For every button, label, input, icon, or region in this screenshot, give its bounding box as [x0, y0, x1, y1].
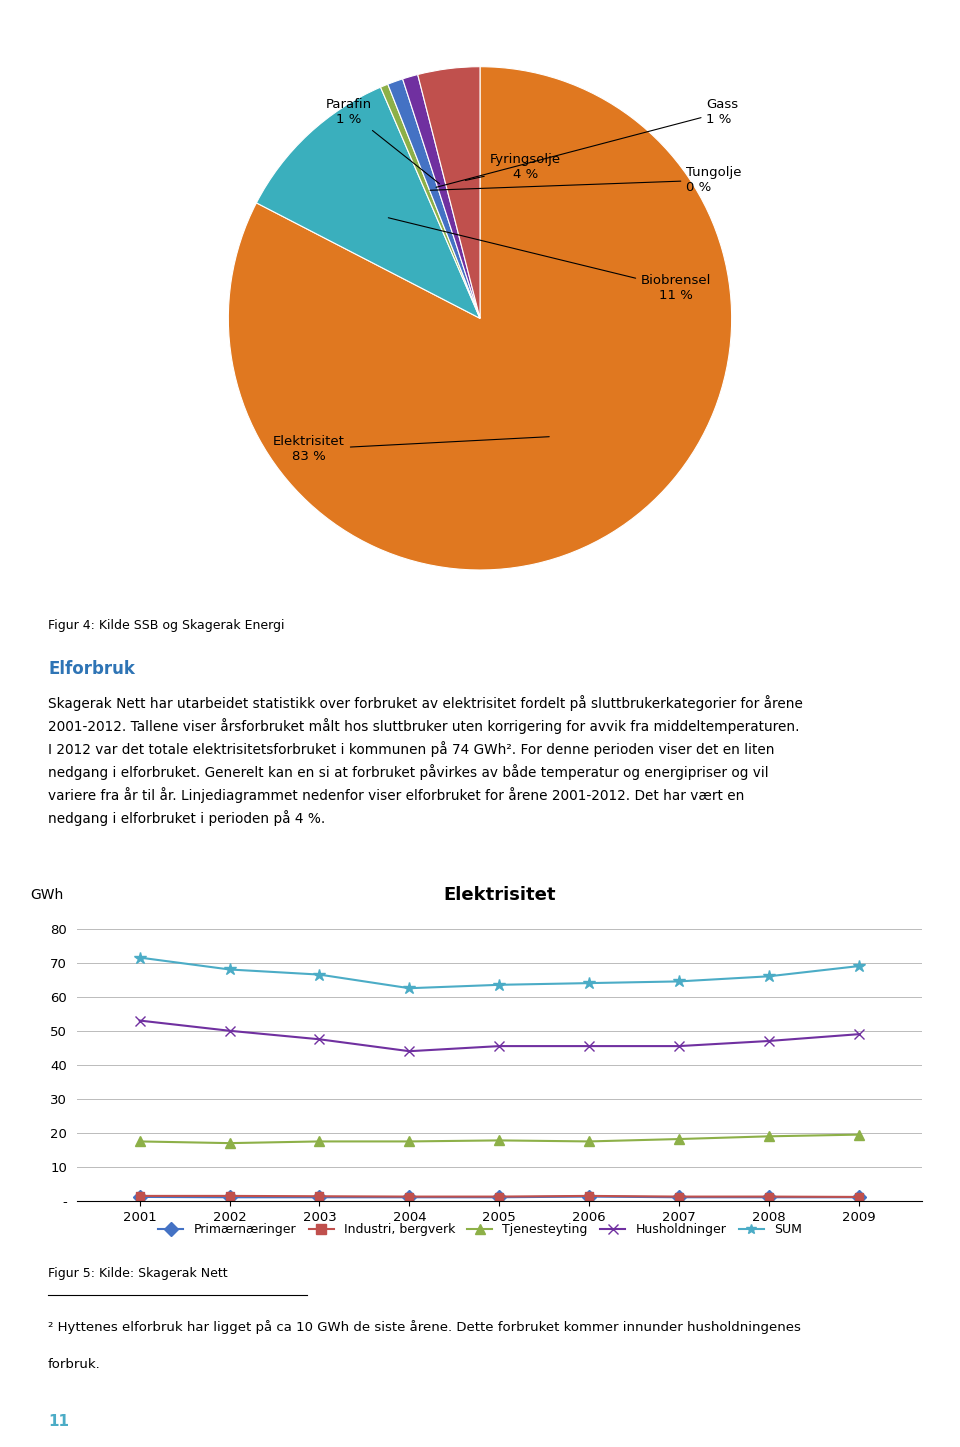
Line: Primærnæringer: Primærnæringer	[134, 1192, 864, 1202]
Tjenesteyting	[673, 1130, 684, 1147]
Husholdninger	[763, 1032, 775, 1049]
Primærnæringer	[314, 1188, 325, 1205]
Title: Elektrisitet: Elektrisitet	[443, 887, 556, 904]
Line: Tjenesteyting: Tjenesteyting	[134, 1130, 864, 1147]
Line: Industri, bergverk: Industri, bergverk	[135, 1192, 863, 1201]
Line: SUM: SUM	[133, 951, 865, 994]
Tjenesteyting	[134, 1133, 146, 1150]
Tjenesteyting	[403, 1133, 415, 1150]
SUM	[493, 977, 505, 994]
Husholdninger	[584, 1037, 595, 1055]
Wedge shape	[380, 84, 480, 318]
Text: forbruk.: forbruk.	[48, 1357, 101, 1370]
Primærnæringer	[584, 1188, 595, 1205]
Industri, bergverk	[314, 1188, 325, 1205]
Industri, bergverk	[763, 1188, 775, 1205]
Husholdninger	[224, 1022, 235, 1039]
SUM	[673, 972, 684, 990]
SUM	[224, 961, 235, 978]
Industri, bergverk	[673, 1188, 684, 1205]
Legend: Primærnæringer, Industri, bergverk, Tjenesteyting, Husholdninger, SUM: Primærnæringer, Industri, bergverk, Tjen…	[154, 1218, 806, 1242]
Husholdninger	[134, 1011, 146, 1029]
Husholdninger	[314, 1030, 325, 1048]
Text: Fyringsolje
4 %: Fyringsolje 4 %	[466, 153, 561, 181]
SUM	[403, 980, 415, 997]
Text: Biobrensel
11 %: Biobrensel 11 %	[389, 217, 711, 302]
Tjenesteyting	[763, 1127, 775, 1145]
Line: Husholdninger: Husholdninger	[134, 1016, 864, 1056]
Industri, bergverk	[134, 1187, 146, 1204]
Primærnæringer	[134, 1188, 146, 1205]
SUM	[584, 974, 595, 991]
Primærnæringer	[403, 1188, 415, 1205]
Text: Parafin
1 %: Parafin 1 %	[326, 98, 440, 184]
Text: Figur 5: Kilde: Skagerak Nett: Figur 5: Kilde: Skagerak Nett	[48, 1268, 228, 1279]
Industri, bergverk	[493, 1188, 505, 1205]
Primærnæringer	[673, 1188, 684, 1205]
Text: Elforbruk: Elforbruk	[48, 660, 134, 679]
Husholdninger	[493, 1037, 505, 1055]
Wedge shape	[256, 87, 480, 318]
Tjenesteyting	[493, 1132, 505, 1149]
Text: GWh: GWh	[31, 888, 63, 903]
Text: 11: 11	[48, 1414, 69, 1430]
Tjenesteyting	[852, 1126, 864, 1143]
SUM	[134, 949, 146, 967]
Tjenesteyting	[584, 1133, 595, 1150]
Text: ² Hyttenes elforbruk har ligget på ca 10 GWh de siste årene. Dette forbruket kom: ² Hyttenes elforbruk har ligget på ca 10…	[48, 1320, 801, 1334]
Industri, bergverk	[584, 1187, 595, 1204]
Primærnæringer	[224, 1188, 235, 1205]
Text: Skagerak Nett har utarbeidet statistikk over forbruket av elektrisitet fordelt p: Skagerak Nett har utarbeidet statistikk …	[48, 695, 803, 826]
SUM	[314, 967, 325, 984]
Text: Gass
1 %: Gass 1 %	[436, 98, 738, 187]
Tjenesteyting	[314, 1133, 325, 1150]
Wedge shape	[388, 80, 480, 318]
Primærnæringer	[852, 1188, 864, 1205]
Husholdninger	[852, 1026, 864, 1043]
Text: Figur 4: Kilde SSB og Skagerak Energi: Figur 4: Kilde SSB og Skagerak Energi	[48, 619, 284, 632]
SUM	[852, 958, 864, 975]
Wedge shape	[228, 67, 732, 570]
Husholdninger	[673, 1037, 684, 1055]
Primærnæringer	[763, 1188, 775, 1205]
Primærnæringer	[493, 1188, 505, 1205]
Text: Tungolje
0 %: Tungolje 0 %	[430, 166, 742, 194]
Industri, bergverk	[224, 1187, 235, 1204]
Text: Elektrisitet
83 %: Elektrisitet 83 %	[273, 436, 549, 463]
Industri, bergverk	[403, 1188, 415, 1205]
Husholdninger	[403, 1042, 415, 1059]
Tjenesteyting	[224, 1134, 235, 1152]
Wedge shape	[402, 74, 480, 318]
Industri, bergverk	[852, 1188, 864, 1205]
Wedge shape	[418, 67, 480, 318]
SUM	[763, 968, 775, 985]
